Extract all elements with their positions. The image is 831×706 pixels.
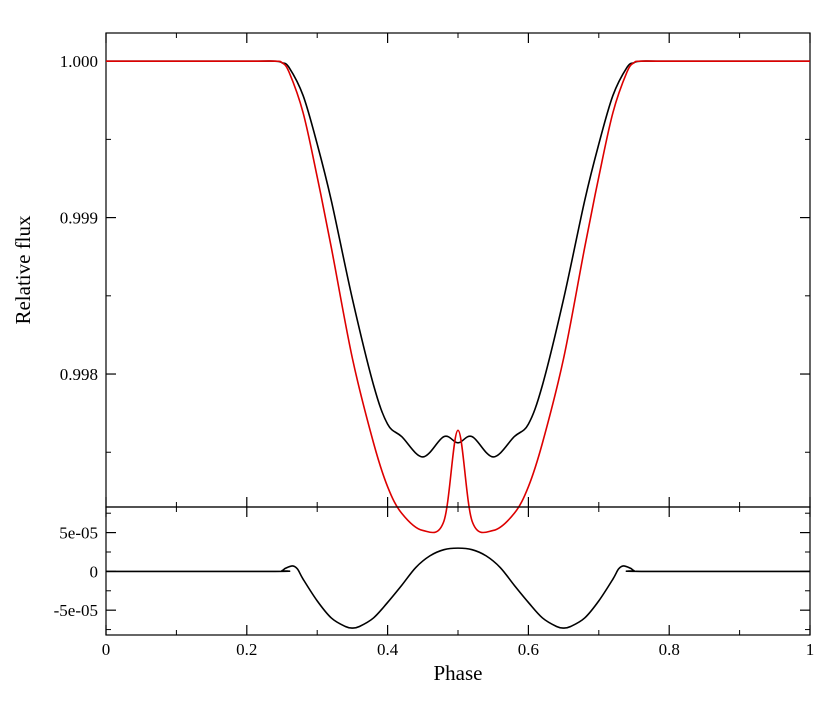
residual-y-tick-label: 5e-05 — [59, 524, 98, 543]
phase-x-tick-label: 0.6 — [518, 640, 539, 659]
flux-panel-ticks: 0.998 0.999 1.000 — [60, 33, 811, 507]
phase-x-tick-label: 0.4 — [377, 640, 399, 659]
flux-y-tick-label: 0.998 — [60, 365, 98, 384]
flux-panel-series — [106, 60, 810, 534]
phase-x-axis-label: Phase — [434, 661, 483, 685]
residual-series — [105, 547, 811, 629]
phase-x-tick-label: 0.2 — [236, 640, 257, 659]
flux-y-tick-label: 0.999 — [60, 209, 98, 228]
residual-panel: 0 0.2 0.4 0.6 0.8 1 5e-05 0 -5e-05 Phase — [54, 506, 815, 685]
phase-x-tick-label: 1 — [806, 640, 815, 659]
residual-panel-ticks: 0 0.2 0.4 0.6 0.8 1 5e-05 0 -5e-05 — [54, 507, 815, 659]
residual-y-tick-label: 0 — [90, 562, 99, 581]
flux-panel-frame — [105, 32, 811, 508]
phase-x-tick-label: 0 — [102, 640, 111, 659]
flux-panel: 0.998 0.999 1.000 Relative flux — [11, 32, 811, 534]
flux-y-tick-label: 1.000 — [60, 52, 98, 71]
residual-panel-series — [105, 547, 811, 629]
flux-y-axis-label: Relative flux — [11, 215, 35, 325]
phase-x-tick-label: 0.8 — [659, 640, 680, 659]
flux-series-red — [106, 60, 810, 534]
flux-series-black — [106, 60, 810, 458]
residual-y-tick-label: -5e-05 — [54, 601, 98, 620]
